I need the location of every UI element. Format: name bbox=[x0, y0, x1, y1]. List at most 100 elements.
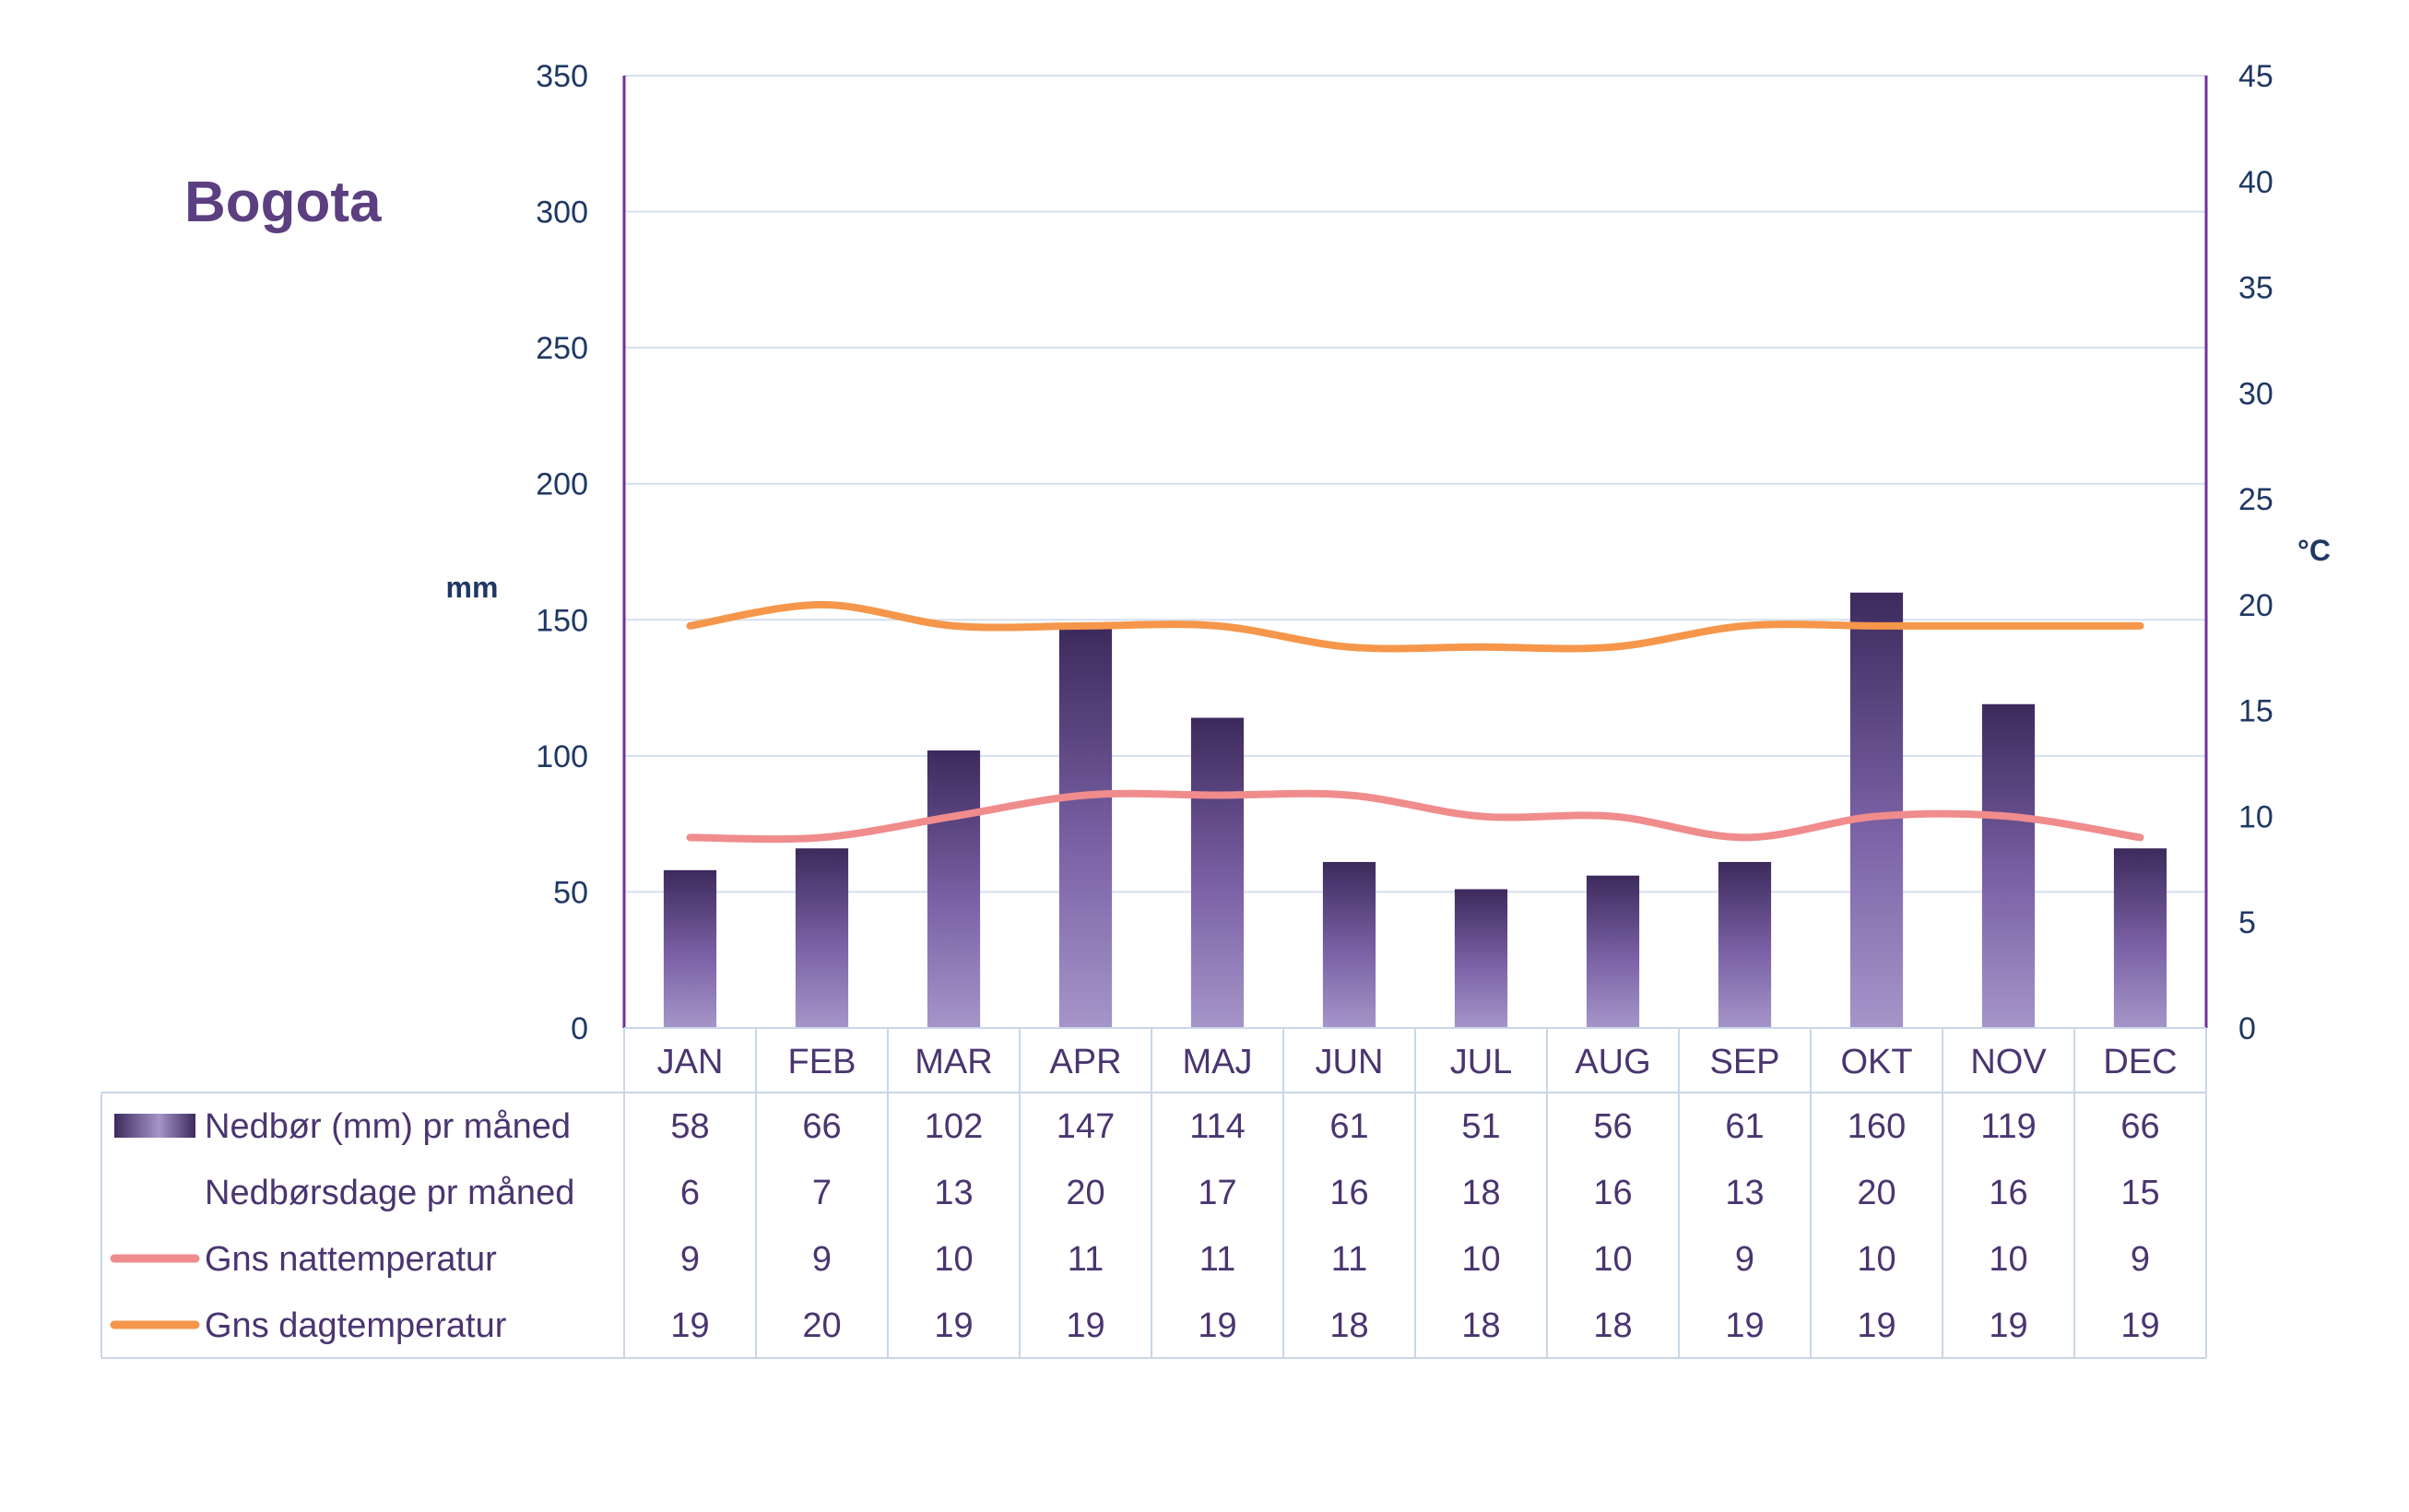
data-cell-value: 19 bbox=[1725, 1306, 1764, 1345]
data-cell-value: 17 bbox=[1198, 1174, 1236, 1212]
left-axis-tick-label: 250 bbox=[536, 331, 588, 366]
left-axis-tick-label: 50 bbox=[553, 875, 588, 910]
day-temperature-line bbox=[686, 600, 2144, 653]
precipitation-bar bbox=[1058, 628, 1113, 1028]
data-cell-value: 61 bbox=[1725, 1107, 1764, 1146]
chart-title: Bogota bbox=[184, 171, 382, 234]
data-cell-value: 20 bbox=[802, 1306, 841, 1345]
data-cell-value: 11 bbox=[1068, 1240, 1104, 1279]
left-axis-tick-label: 150 bbox=[536, 603, 588, 638]
category-label: APR bbox=[1049, 1043, 1121, 1081]
data-cell-value: 10 bbox=[1461, 1240, 1500, 1279]
data-cell-value: 58 bbox=[670, 1107, 709, 1146]
data-cell-value: 10 bbox=[934, 1240, 973, 1279]
precipitation-bar bbox=[663, 869, 717, 1028]
data-cell-value: 19 bbox=[670, 1306, 709, 1345]
precipitation-bar bbox=[1849, 592, 1904, 1028]
data-cell-value: 11 bbox=[1331, 1240, 1367, 1279]
data-cell-value: 19 bbox=[1857, 1306, 1895, 1345]
precipitation-bar bbox=[2113, 848, 2167, 1028]
precipitation-bar bbox=[1718, 861, 1772, 1028]
series-name-label: Gns nattemperatur bbox=[205, 1240, 497, 1279]
data-cell-value: 18 bbox=[1593, 1306, 1632, 1345]
category-label: JAN bbox=[657, 1043, 724, 1081]
data-cell-value: 9 bbox=[680, 1240, 700, 1279]
category-label: NOV bbox=[1970, 1043, 2047, 1081]
data-cell-value: 160 bbox=[1848, 1107, 1906, 1146]
chart-axes bbox=[622, 76, 2208, 1028]
data-cell-value: 9 bbox=[812, 1240, 832, 1279]
left-axis-tick-label: 100 bbox=[536, 739, 588, 774]
category-label: JUN bbox=[1316, 1043, 1384, 1081]
data-cell-value: 7 bbox=[812, 1174, 832, 1212]
data-cell-value: 20 bbox=[1066, 1174, 1104, 1212]
data-cell-value: 147 bbox=[1057, 1107, 1115, 1146]
data-cell-value: 102 bbox=[925, 1107, 983, 1146]
data-cell-value: 56 bbox=[1593, 1107, 1632, 1146]
precipitation-bar bbox=[1454, 889, 1508, 1028]
precipitation-bar bbox=[1586, 875, 1640, 1028]
data-cell-value: 15 bbox=[2120, 1174, 2159, 1212]
data-cell-value: 19 bbox=[1198, 1306, 1236, 1345]
data-cell-value: 13 bbox=[1725, 1174, 1764, 1212]
data-cell-value: 18 bbox=[1329, 1306, 1368, 1345]
category-label: JUL bbox=[1450, 1043, 1513, 1081]
data-cell-value: 10 bbox=[1593, 1240, 1632, 1279]
category-label: DEC bbox=[2103, 1043, 2177, 1081]
precipitation-bar bbox=[1190, 717, 1245, 1028]
data-cell-value: 18 bbox=[1461, 1174, 1500, 1212]
data-cell-value: 19 bbox=[934, 1306, 973, 1345]
series-name-label: Nedbørsdage pr måned bbox=[205, 1174, 574, 1212]
axis-ticks: 0 50 100 150 200 250 300 350 0 5 10 15 20 25 30 35 40 45 bbox=[536, 59, 2273, 1046]
category-label: MAJ bbox=[1183, 1043, 1253, 1081]
night-temperature-line bbox=[686, 789, 2144, 844]
data-cell-value: 61 bbox=[1329, 1107, 1368, 1146]
left-axis-tick-label: 350 bbox=[536, 59, 588, 94]
data-cell-value: 51 bbox=[1461, 1107, 1500, 1146]
right-axis-unit: °C bbox=[2297, 534, 2331, 567]
right-axis-tick-label: 30 bbox=[2238, 376, 2273, 411]
data-cell-value: 11 bbox=[1199, 1240, 1235, 1279]
data-cell-value: 13 bbox=[934, 1174, 973, 1212]
right-axis-tick-label: 5 bbox=[2238, 905, 2256, 940]
data-cell-value: 16 bbox=[1329, 1174, 1368, 1212]
category-label: AUG bbox=[1575, 1043, 1650, 1081]
data-cell-value: 16 bbox=[1593, 1174, 1632, 1212]
data-cell-value: 16 bbox=[1989, 1174, 2027, 1212]
right-axis-tick-label: 35 bbox=[2238, 271, 2273, 306]
data-cell-value: 19 bbox=[1066, 1306, 1104, 1345]
data-cell-value: 114 bbox=[1189, 1107, 1246, 1146]
precipitation-bar bbox=[1981, 703, 2036, 1028]
left-axis-tick-label: 200 bbox=[536, 467, 588, 502]
data-cell-value: 9 bbox=[1735, 1240, 1754, 1279]
data-cell-value: 18 bbox=[1461, 1306, 1500, 1345]
data-cell-value: 10 bbox=[1857, 1240, 1895, 1279]
legend-key-bar bbox=[114, 1114, 195, 1138]
data-cell-value: 19 bbox=[2120, 1306, 2159, 1345]
series-name-label: Gns dagtemperatur bbox=[205, 1306, 507, 1345]
right-axis-tick-label: 40 bbox=[2238, 165, 2273, 200]
right-axis-tick-label: 20 bbox=[2238, 588, 2273, 623]
right-axis-tick-label: 0 bbox=[2238, 1011, 2256, 1046]
data-cell-value: 19 bbox=[1989, 1306, 2027, 1345]
left-axis-unit: mm bbox=[446, 571, 499, 604]
data-cell-value: 20 bbox=[1857, 1174, 1895, 1212]
data-cell-value: 6 bbox=[680, 1174, 700, 1212]
right-axis-tick-label: 45 bbox=[2238, 59, 2273, 94]
precipitation-bar bbox=[927, 750, 981, 1028]
temperature-lines bbox=[686, 600, 2144, 844]
right-axis-tick-label: 15 bbox=[2238, 694, 2273, 729]
category-label: MAR bbox=[915, 1043, 992, 1081]
category-label: SEP bbox=[1709, 1043, 1779, 1081]
data-cell-value: 119 bbox=[1980, 1107, 2037, 1146]
precipitation-bar bbox=[1322, 861, 1376, 1028]
precipitation-bars bbox=[663, 592, 2167, 1028]
category-label: OKT bbox=[1840, 1043, 1912, 1081]
precipitation-bar bbox=[795, 848, 849, 1028]
category-label: FEB bbox=[788, 1043, 856, 1081]
series-name-label: Nedbør (mm) pr måned bbox=[205, 1107, 571, 1146]
grid-lines bbox=[624, 75, 2206, 1029]
data-cell-value: 66 bbox=[2120, 1107, 2159, 1146]
left-axis-tick-label: 300 bbox=[536, 195, 588, 230]
